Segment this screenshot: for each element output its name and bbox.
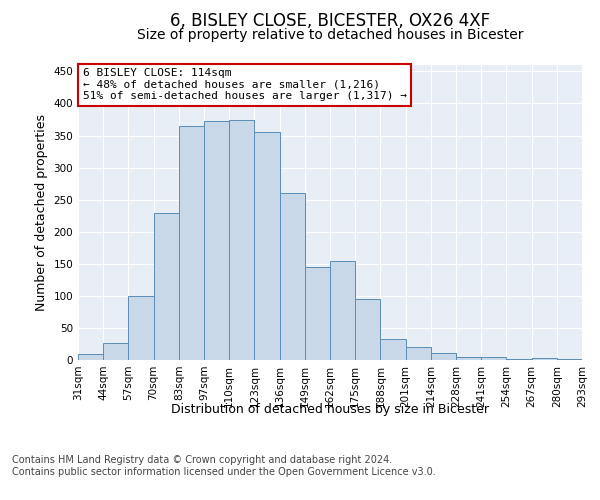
Bar — [532, 358, 557, 360]
Bar — [305, 267, 330, 360]
Bar — [204, 121, 229, 360]
Bar — [254, 132, 280, 360]
Text: Size of property relative to detached houses in Bicester: Size of property relative to detached ho… — [137, 28, 523, 42]
Bar — [557, 358, 582, 360]
Bar — [456, 357, 481, 360]
Text: 6, BISLEY CLOSE, BICESTER, OX26 4XF: 6, BISLEY CLOSE, BICESTER, OX26 4XF — [170, 12, 490, 30]
Bar — [380, 340, 406, 360]
Bar — [103, 344, 128, 360]
Bar — [78, 354, 103, 360]
Bar — [179, 126, 204, 360]
Bar — [229, 120, 254, 360]
Bar — [481, 357, 506, 360]
Text: 6 BISLEY CLOSE: 114sqm
← 48% of detached houses are smaller (1,216)
51% of semi-: 6 BISLEY CLOSE: 114sqm ← 48% of detached… — [83, 68, 407, 102]
Y-axis label: Number of detached properties: Number of detached properties — [35, 114, 48, 311]
Bar — [128, 296, 154, 360]
Text: Distribution of detached houses by size in Bicester: Distribution of detached houses by size … — [171, 402, 489, 415]
Bar — [506, 358, 532, 360]
Text: Contains HM Land Registry data © Crown copyright and database right 2024.
Contai: Contains HM Land Registry data © Crown c… — [12, 455, 436, 476]
Bar — [406, 347, 431, 360]
Bar — [154, 212, 179, 360]
Bar — [280, 194, 305, 360]
Bar — [330, 260, 355, 360]
Bar — [355, 299, 380, 360]
Bar — [431, 353, 456, 360]
